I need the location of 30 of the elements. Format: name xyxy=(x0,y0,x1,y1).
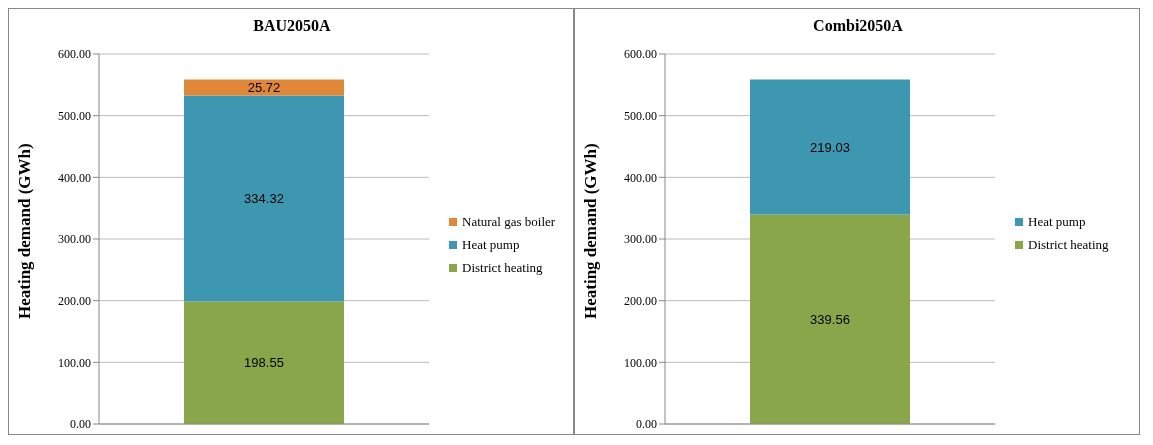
y-tick-label: 500.00 xyxy=(58,108,91,123)
y-tick-label: 500.00 xyxy=(624,108,657,123)
y-tick-label: 0.00 xyxy=(70,417,91,432)
y-tick-label: 100.00 xyxy=(624,355,657,370)
chart-title: Combi2050A xyxy=(812,17,904,35)
y-tick-label: 600.00 xyxy=(624,47,657,62)
bar xyxy=(184,95,344,302)
data-label: 334.32 xyxy=(244,191,284,207)
y-tick-label: 0.00 xyxy=(636,417,657,432)
data-label: 219.03 xyxy=(810,139,850,155)
y-axis-title: Heating demand (GWh) xyxy=(15,143,35,319)
y-tick-label: 400.00 xyxy=(58,170,91,185)
data-label: 25.72 xyxy=(247,80,281,96)
y-tick-label: 200.00 xyxy=(58,293,91,308)
data-label: 198.55 xyxy=(244,355,284,371)
y-tick-label: 300.00 xyxy=(624,232,657,247)
y-axis-title: Heating demand (GWh) xyxy=(581,143,601,319)
y-tick-label: 100.00 xyxy=(58,355,91,370)
bar xyxy=(184,301,344,424)
y-tick-label: 300.00 xyxy=(58,232,91,247)
chart-title: BAU2050A xyxy=(252,17,332,35)
data-label: 339.56 xyxy=(810,311,850,327)
legend-label: Heat pump xyxy=(1028,214,1086,230)
legend-label: District heating xyxy=(462,260,543,276)
legend-label: District heating xyxy=(1028,237,1109,253)
y-tick-label: 200.00 xyxy=(624,293,657,308)
legend-label: Natural gas boiler xyxy=(462,214,556,230)
y-tick-label: 400.00 xyxy=(624,170,657,185)
legend-label: Heat pump xyxy=(462,237,520,253)
y-tick-label: 600.00 xyxy=(58,47,91,62)
